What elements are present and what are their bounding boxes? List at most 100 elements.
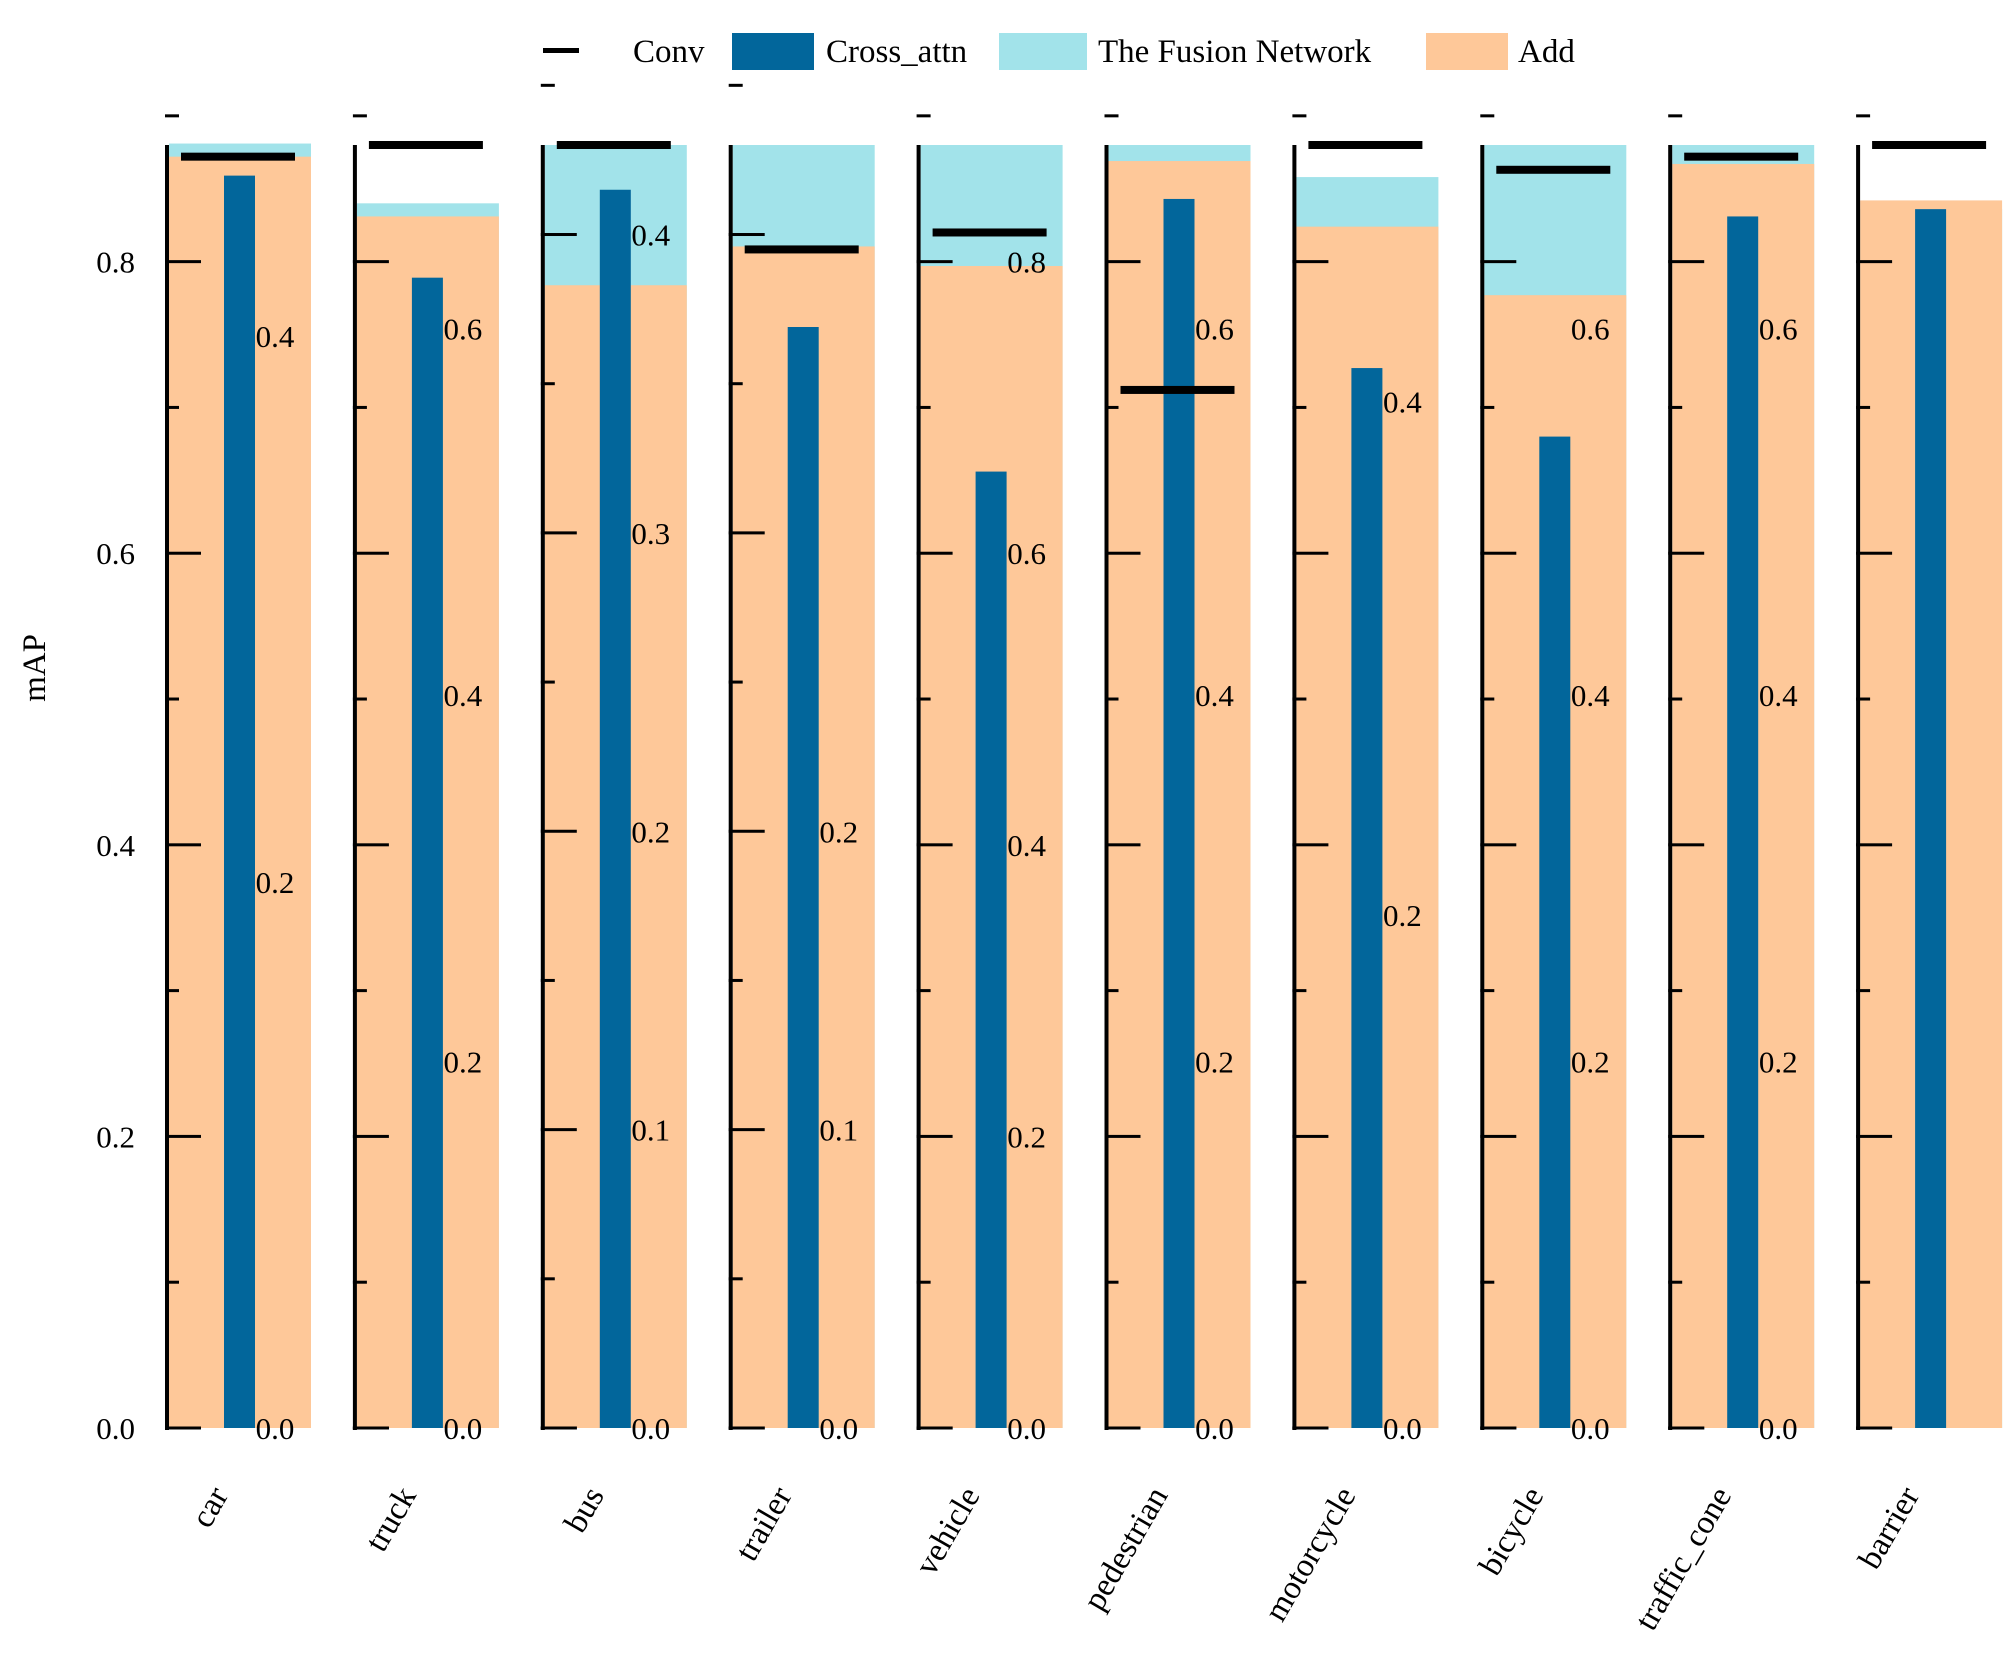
right-tick-label: 0.0: [1759, 1411, 1798, 1446]
y-tick-major: [165, 260, 201, 264]
y-tick-minor: [728, 382, 743, 386]
y-axis-spine: [728, 145, 733, 1430]
y-tick-minor: [728, 680, 743, 684]
cross-attn-bar: [1539, 436, 1571, 1428]
right-tick-label: 0.2: [1007, 1119, 1046, 1154]
y-tick-major: [540, 531, 577, 535]
y-tick-minor: [1856, 405, 1871, 409]
y-tick-minor: [1856, 1280, 1871, 1284]
y-tick-major: [916, 551, 953, 555]
right-tick-label: 0.2: [631, 814, 670, 849]
y-axis-spine: [1856, 145, 1861, 1430]
baseline-tick: [352, 1426, 389, 1430]
y-tick-major: [728, 1128, 765, 1132]
y-tick-minor: [1856, 114, 1871, 118]
y-tick-minor: [352, 697, 367, 701]
legend-label: Add: [1518, 34, 1575, 70]
y-tick-minor: [540, 680, 555, 684]
right-tick-label: 0.6: [1007, 536, 1046, 571]
y-tick-minor: [165, 989, 179, 993]
y-tick-minor: [1292, 697, 1307, 701]
cross-attn-bar: [787, 327, 819, 1429]
cross-attn-bar: [1351, 368, 1383, 1429]
y-tick-major: [728, 829, 765, 833]
y-tick-label: 0.6: [96, 536, 135, 571]
cross-attn-bar: [1915, 209, 1947, 1428]
baseline-tick: [1668, 1426, 1705, 1430]
y-tick-minor: [1292, 1280, 1307, 1284]
y-tick-minor: [916, 697, 931, 701]
y-axis-spine: [1480, 145, 1485, 1430]
right-tick-label: 0.0: [1383, 1411, 1422, 1446]
y-tick-label: 0.4: [96, 828, 135, 863]
conv-line: [932, 228, 1047, 237]
right-tick-label: 0.0: [256, 1411, 295, 1446]
right-tick-label: 0.0: [444, 1411, 483, 1446]
right-tick-label: 0.4: [444, 678, 483, 713]
legend-label: Conv: [633, 34, 705, 70]
legend-swatch-line: [543, 48, 579, 53]
y-tick-major: [540, 829, 577, 833]
conv-line: [556, 141, 671, 149]
category-label: vehicle: [909, 1481, 988, 1582]
y-tick-major: [540, 233, 577, 237]
right-tick-label: 0.0: [1007, 1411, 1046, 1446]
y-tick-minor: [1668, 114, 1683, 118]
y-axis-spine: [540, 145, 545, 1430]
y-axis-spine: [1292, 145, 1297, 1430]
legend-item-3: The Fusion Network: [999, 33, 1372, 70]
category-label: truck: [359, 1481, 424, 1558]
legend-item-4: Add: [1426, 33, 1575, 70]
baseline-tick: [916, 1426, 953, 1430]
y-tick-minor: [1480, 1280, 1495, 1284]
legend-label: Cross_attn: [826, 34, 967, 70]
y-tick-major: [165, 843, 201, 847]
y-tick-major: [1856, 551, 1893, 555]
y-tick-minor: [165, 1280, 179, 1284]
y-tick-minor: [1292, 989, 1307, 993]
right-tick-label: 0.4: [631, 218, 670, 253]
cross-attn-bar: [1163, 198, 1195, 1428]
y-tick-label: 0.2: [96, 1119, 135, 1154]
y-tick-minor: [352, 114, 367, 118]
y-tick-minor: [1104, 114, 1119, 118]
y-tick-minor: [1292, 405, 1307, 409]
conv-line: [1308, 141, 1423, 149]
panel-car: 0.0 0.2 0.4 0.6 0.8 0.0 0.2 0.4 car: [96, 114, 311, 1534]
y-tick-minor: [165, 114, 179, 118]
y-tick-minor: [1292, 114, 1307, 118]
y-tick-minor: [165, 697, 179, 701]
y-tick-major: [540, 1128, 577, 1132]
y-tick-major: [1480, 260, 1517, 264]
right-tick-label: 0.4: [256, 319, 295, 354]
y-tick-minor: [916, 989, 931, 993]
right-tick-label: 0.1: [631, 1113, 670, 1148]
y-axis-spine: [1104, 145, 1109, 1430]
y-tick-minor: [916, 114, 931, 118]
legend-item-1: Conv: [543, 34, 705, 70]
y-tick-minor: [1104, 405, 1119, 409]
y-tick-minor: [1856, 989, 1871, 993]
right-tick-label: 0.2: [1571, 1044, 1610, 1079]
y-tick-major: [1668, 551, 1705, 555]
right-tick-label: 0.2: [819, 814, 858, 849]
y-tick-major: [728, 233, 765, 237]
category-label: motorcycle: [1258, 1481, 1363, 1628]
y-tick-major: [1104, 260, 1141, 264]
y-tick-major: [1856, 843, 1893, 847]
y-tick-major: [1292, 1134, 1329, 1138]
y-tick-minor: [916, 405, 931, 409]
category-label: barrier: [1852, 1481, 1927, 1575]
conv-line: [368, 141, 483, 149]
category-label: car: [185, 1481, 236, 1534]
right-tick-label: 0.4: [1759, 678, 1798, 713]
y-tick-major: [1292, 843, 1329, 847]
panel-bus: 0.0 0.1 0.2 0.3 0.4 bus: [540, 83, 687, 1539]
y-tick-major: [165, 1134, 201, 1138]
baseline-tick: [540, 1426, 577, 1430]
y-axis-spine: [916, 145, 921, 1430]
right-tick-label: 0.0: [1195, 1411, 1234, 1446]
category-label: traffic_cone: [1629, 1481, 1740, 1637]
y-tick-minor: [1104, 697, 1119, 701]
conv-line: [1872, 141, 1987, 149]
